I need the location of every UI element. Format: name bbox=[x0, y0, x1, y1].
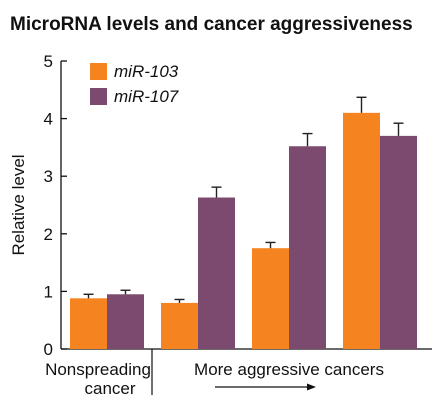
chart-title: MicroRNA levels and cancer aggressivenes… bbox=[10, 14, 413, 35]
bar-mir-107 bbox=[380, 135, 417, 349]
y-tick-label: 2 bbox=[44, 225, 53, 244]
legend-label: miR-107 bbox=[114, 87, 179, 106]
legend-swatch-mir-107 bbox=[90, 88, 107, 105]
category-label-nonspreading-line1: Nonspreading bbox=[45, 360, 151, 379]
y-axis-label: Relative level bbox=[9, 154, 28, 255]
bar-mir-107 bbox=[107, 294, 144, 349]
bar-mir-103 bbox=[252, 248, 289, 349]
bar-mir-107 bbox=[289, 146, 326, 349]
y-tick-label: 5 bbox=[44, 52, 53, 71]
category-label-aggressive: More aggressive cancers bbox=[194, 360, 384, 379]
y-tick-label: 3 bbox=[44, 167, 53, 186]
bar-mir-103 bbox=[70, 298, 107, 349]
y-tick-label: 0 bbox=[44, 340, 53, 359]
y-tick-label: 4 bbox=[44, 110, 53, 129]
bar-mir-103 bbox=[161, 302, 198, 349]
aggressiveness-arrowhead bbox=[307, 383, 316, 391]
legend-label: miR-103 bbox=[114, 62, 179, 81]
category-label-nonspreading-line2: cancer bbox=[84, 379, 135, 398]
bar-mir-103 bbox=[343, 112, 380, 349]
legend-swatch-mir-103 bbox=[90, 63, 107, 80]
y-tick-label: 1 bbox=[44, 282, 53, 301]
bar-mir-107 bbox=[198, 197, 235, 349]
